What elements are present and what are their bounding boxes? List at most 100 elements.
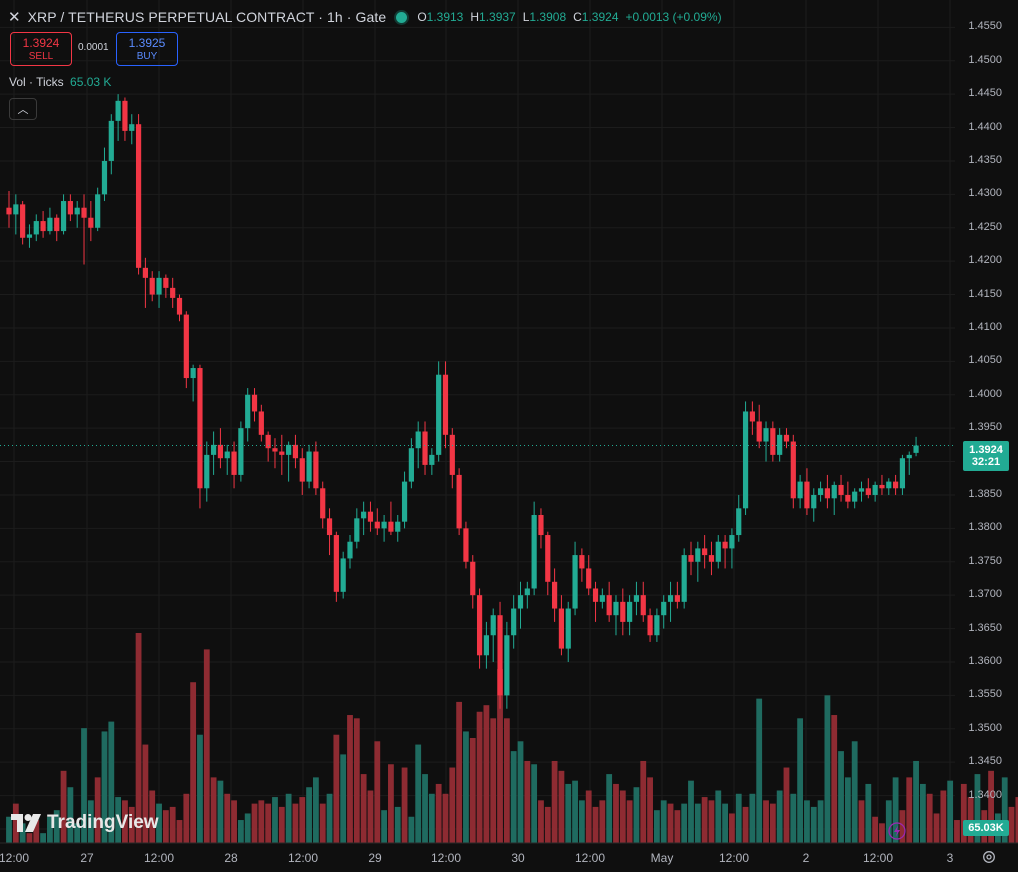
tradingview-logo[interactable]: TradingView [11,812,159,834]
candle-body [599,595,605,602]
volume-bar [892,777,899,843]
current-volume-tag: 65.03K [963,820,1009,836]
candle-body [708,555,715,562]
candle-body [824,488,830,499]
candle-body [906,454,912,459]
volume-bar [456,701,463,843]
volume-bar [851,741,858,843]
gear-icon[interactable] [982,850,996,864]
volume-bar [763,800,769,843]
volume-bar [278,806,285,843]
candle-body [456,474,462,529]
candle-body [279,451,285,455]
buy-button[interactable]: 1.3925 BUY [116,32,178,66]
time-axis-label: 12:00 [430,851,462,865]
candle-body [552,581,558,609]
candle-body [163,277,169,288]
candle-body [742,411,749,509]
candle-body [702,548,708,556]
volume-bar [476,711,483,843]
volume-bar [756,698,763,843]
volume-bar [401,767,408,843]
volume-bar [660,800,667,843]
volume-bar [919,783,926,843]
candle-body [26,234,33,238]
time-axis-label: 2 [802,851,810,865]
candle-body [156,277,162,295]
sell-button[interactable]: 1.3924 SELL [10,32,72,66]
price-axis-label: 1.3400 [968,788,1002,801]
candle-body [524,588,530,596]
volume-bar [674,810,681,843]
volume-bar [729,813,735,843]
volume-legend[interactable]: Vol · Ticks 65.03 K [9,75,111,89]
candle-body [613,601,619,616]
volume-bar [128,806,135,843]
lightning-icon[interactable] [888,822,906,840]
symbol-title[interactable]: XRP / TETHERUS PERPETUAL CONTRACT · 1h ·… [27,9,387,25]
volume-bar [319,803,326,843]
volume-bar [340,754,347,843]
spread-value: 0.0001 [78,42,109,53]
volume-bar [954,820,960,843]
chart-header: ✕ XRP / TETHERUS PERPETUAL CONTRACT · 1h… [8,6,722,28]
price-axis-label: 1.4450 [968,87,1002,100]
price-axis-label: 1.3700 [968,588,1002,601]
price-axis-label: 1.4350 [968,153,1002,166]
candle-body [204,454,210,489]
candle-body [129,124,135,131]
candle-body [722,541,728,549]
volume-bar [503,718,510,843]
tradingview-logo-mark [11,814,41,832]
price-axis-label: 1.4500 [968,53,1002,66]
volume-bar [885,800,892,843]
bar-countdown: 32:21 [971,456,1001,468]
volume-bar [326,793,333,843]
candle-body [422,431,428,465]
volume-bar [599,800,606,843]
volume-bar [940,790,947,843]
volume-bar [497,669,503,843]
candle-body [872,484,878,495]
close-icon[interactable]: ✕ [8,9,21,26]
volume-bar [299,797,306,843]
candle-body [565,608,571,649]
volume-bar [176,820,183,843]
candle-body [381,521,387,529]
volume-bar [715,790,722,843]
volume-bar [251,803,258,843]
candle-body [224,451,230,459]
candle-body [258,411,264,435]
candle-body [517,595,524,609]
candle-body [572,555,578,609]
volume-bar [258,800,265,843]
volume-bar [244,813,251,843]
candle-body [592,588,599,602]
candle-body [40,221,46,232]
candle-body [647,615,653,636]
volume-bar [210,777,217,843]
volume-bar [572,780,578,843]
volume-bar [149,790,156,843]
candle-body [797,481,803,499]
volume-bar [347,715,353,843]
volume-bar [74,823,81,843]
candle-body [197,368,203,489]
time-axis-label: 12:00 [0,851,30,865]
volume-bar [381,810,387,843]
volume-bar [108,721,115,843]
candle-body [333,535,339,592]
volume-bar [435,783,442,843]
volume-bar [517,741,524,843]
volume-bar [156,803,162,843]
candle-body [190,368,196,379]
price-axis-label: 1.3550 [968,688,1002,701]
volume-bar [333,734,340,843]
time-axis-label: May [650,851,674,865]
volume-bar [538,800,544,843]
chevron-up-icon[interactable]: ︿ [9,98,37,120]
candle-body [245,394,251,429]
candle-body [838,484,844,495]
candle-body [558,608,565,649]
